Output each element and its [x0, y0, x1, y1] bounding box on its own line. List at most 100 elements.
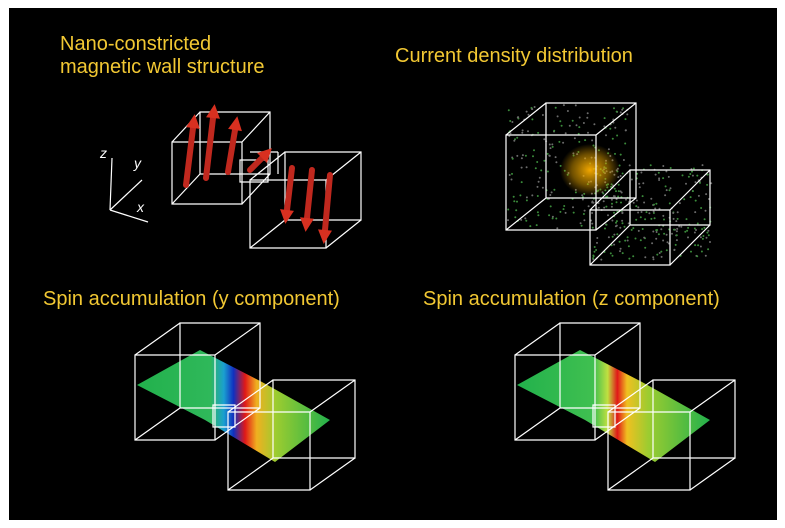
density-dot	[596, 237, 598, 239]
density-dot	[624, 240, 626, 242]
density-dot	[612, 255, 614, 257]
density-dot	[643, 237, 645, 239]
density-dot	[556, 227, 558, 229]
density-dot	[640, 239, 642, 241]
figure: Nano-constricted magnetic wall structure…	[0, 0, 785, 528]
density-dot	[603, 200, 605, 202]
density-dot	[598, 207, 600, 209]
density-dot	[587, 112, 589, 114]
density-dot	[555, 107, 557, 109]
density-dot	[551, 143, 553, 145]
density-dot	[707, 248, 709, 250]
density-dot	[563, 208, 565, 210]
density-dot	[618, 190, 620, 192]
density-dot	[581, 225, 583, 227]
density-dot	[623, 159, 625, 161]
density-dot	[594, 246, 596, 248]
density-dot	[533, 149, 535, 151]
density-dot	[686, 230, 688, 232]
density-dot	[513, 140, 515, 142]
density-dot	[605, 134, 607, 136]
density-dot	[702, 235, 704, 237]
density-dot	[707, 230, 709, 232]
density-dot	[591, 212, 593, 214]
density-dot	[620, 154, 622, 156]
density-dot	[537, 211, 539, 213]
density-dot	[549, 144, 551, 146]
density-dot	[670, 167, 672, 169]
density-dot	[526, 166, 528, 168]
density-dot	[639, 186, 641, 188]
density-dot	[625, 199, 627, 201]
density-dot	[526, 196, 528, 198]
density-dot	[618, 184, 620, 186]
density-dot	[640, 172, 642, 174]
density-dot	[662, 240, 664, 242]
density-dot	[632, 227, 634, 229]
density-dot	[616, 220, 618, 222]
density-dot	[633, 202, 635, 204]
density-dot	[635, 219, 637, 221]
density-dot	[642, 182, 644, 184]
density-dot	[551, 191, 553, 193]
density-dot	[619, 227, 621, 229]
panel-title: Nano-constricted	[60, 33, 211, 55]
density-dot	[532, 155, 534, 157]
density-dot	[549, 194, 551, 196]
density-dot	[670, 187, 672, 189]
density-dot	[709, 241, 711, 243]
density-dot	[701, 228, 703, 230]
density-dot	[567, 110, 569, 112]
density-dot	[707, 174, 709, 176]
density-dot	[684, 231, 686, 233]
density-dot	[594, 251, 596, 253]
density-dot	[537, 186, 539, 188]
density-dot	[622, 222, 624, 224]
density-dot	[619, 241, 621, 243]
density-dot	[587, 132, 589, 134]
density-dot	[574, 137, 576, 139]
density-dot	[650, 218, 652, 220]
density-dot	[558, 141, 560, 143]
density-dot	[522, 129, 524, 131]
density-dot	[539, 177, 541, 179]
density-dot	[637, 206, 639, 208]
density-dot	[586, 117, 588, 119]
density-dot	[620, 248, 622, 250]
density-dot	[646, 211, 648, 213]
density-dot	[511, 173, 513, 175]
density-dot	[638, 183, 640, 185]
density-dot	[651, 242, 653, 244]
density-dot	[603, 207, 605, 209]
density-dot	[616, 201, 618, 203]
density-dot	[676, 239, 678, 241]
density-dot	[660, 228, 662, 230]
density-dot	[655, 238, 657, 240]
density-dot	[562, 142, 564, 144]
density-dot	[609, 128, 611, 130]
density-dot	[552, 146, 554, 148]
density-dot	[662, 215, 664, 217]
density-dot	[676, 230, 678, 232]
density-dot	[621, 109, 623, 111]
density-dot	[527, 130, 529, 132]
density-dot	[513, 196, 515, 198]
density-dot	[655, 203, 657, 205]
density-dot	[580, 222, 582, 224]
density-dot	[694, 232, 696, 234]
density-dot	[658, 179, 660, 181]
density-dot	[682, 174, 684, 176]
density-dot	[624, 143, 626, 145]
density-dot	[705, 255, 707, 257]
density-dot	[635, 205, 637, 207]
density-dot	[513, 200, 515, 202]
density-dot	[700, 246, 702, 248]
density-dot	[643, 202, 645, 204]
density-dot	[616, 111, 618, 113]
density-dot	[593, 255, 595, 257]
density-dot	[680, 226, 682, 228]
density-dot	[514, 216, 516, 218]
density-dot	[531, 118, 533, 120]
density-dot	[537, 195, 539, 197]
density-dot	[644, 247, 646, 249]
